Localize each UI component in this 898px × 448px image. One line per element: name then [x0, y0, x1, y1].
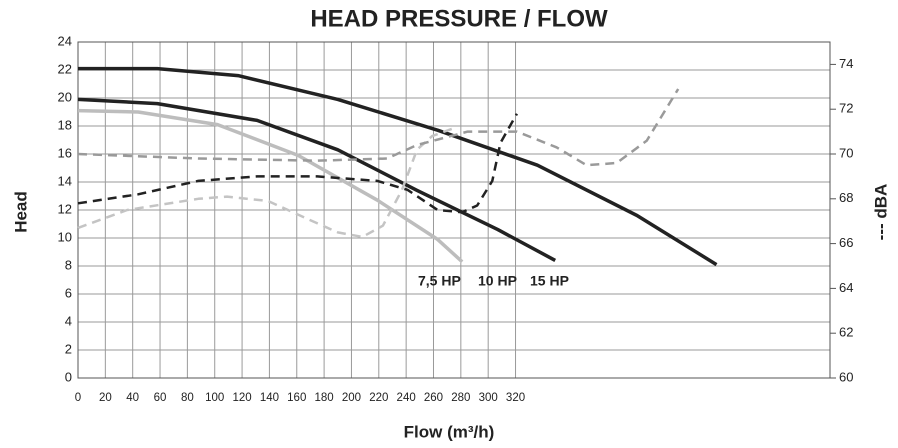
- x-tick-label: 140: [260, 392, 279, 404]
- plot-frame: [77, 41, 831, 379]
- y-tick-label: 6: [65, 285, 72, 300]
- head-line: [78, 66, 718, 267]
- y2-tick-label: 60: [839, 369, 853, 384]
- y2-tick-label: 70: [839, 145, 853, 160]
- y2-tick-label: 74: [839, 56, 853, 71]
- y2-tick-label: 72: [839, 101, 853, 116]
- y-tick-label: 0: [65, 369, 72, 384]
- x-tick-label: 100: [205, 392, 224, 404]
- y-tick-label: 4: [65, 313, 72, 328]
- x-tick-label: 20: [99, 392, 112, 404]
- curve-label: 10 HP: [478, 273, 517, 289]
- y2-tick-label: 66: [839, 235, 853, 250]
- y-tick-label: 18: [58, 117, 72, 132]
- noise-line: [77, 113, 518, 214]
- y-tick-label: 14: [58, 173, 72, 188]
- y-axis-label: Head: [11, 191, 30, 233]
- y-tick-label: 12: [58, 201, 72, 216]
- noise-line: [77, 88, 680, 167]
- x-tick-label: 300: [479, 392, 498, 404]
- x-tick-label: 280: [451, 392, 470, 404]
- y-tick-label: 2: [65, 341, 72, 356]
- x-tick-label: 220: [369, 392, 388, 404]
- x-tick-label: 80: [181, 392, 194, 404]
- x-tick-label: 260: [424, 392, 443, 404]
- x-tick-label: 0: [75, 392, 81, 404]
- x-tick-label: 200: [342, 392, 361, 404]
- x-tick-label: 120: [232, 392, 251, 404]
- y-tick-label: 8: [65, 257, 72, 272]
- x-tick-label: 320: [506, 392, 525, 404]
- curve-label: 7,5 HP: [418, 273, 461, 289]
- chart-title: HEAD PRESSURE / FLOW: [310, 5, 608, 32]
- x-tick-label: 180: [315, 392, 334, 404]
- x-tick-label: 60: [154, 392, 167, 404]
- y-tick-label: 10: [58, 229, 72, 244]
- x-tick-label: 160: [287, 392, 306, 404]
- x-axis-label: Flow (m³/h): [404, 422, 495, 441]
- y2-tick-label: 68: [839, 190, 853, 205]
- y2-tick-label: 64: [839, 280, 853, 295]
- head-line: [77, 97, 557, 262]
- curve-labels: 7,5 HP 10 HP 15 HP: [418, 273, 569, 289]
- y-tick-label: 22: [58, 61, 72, 76]
- y-tick-label: 20: [58, 89, 72, 104]
- x-tick-label: 240: [397, 392, 416, 404]
- head-line: [77, 108, 464, 264]
- y2-tick-label: 62: [839, 325, 853, 340]
- y-tick-label: 16: [58, 145, 72, 160]
- noise-line: [77, 125, 458, 239]
- y-tick-label: 24: [58, 33, 72, 48]
- x-tick-label: 40: [126, 392, 139, 404]
- curve-label: 15 HP: [530, 273, 569, 289]
- y2-axis-label: --- dBA: [871, 184, 890, 241]
